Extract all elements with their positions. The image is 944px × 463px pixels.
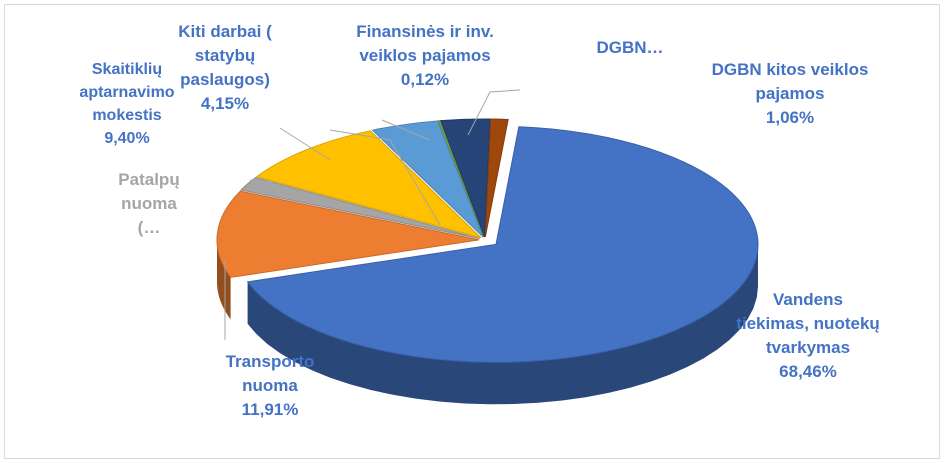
slice (239, 176, 480, 240)
slice-label: DGBN… (596, 38, 664, 57)
slice (255, 130, 482, 239)
slice (484, 118, 509, 238)
leader-lines (224, 89, 521, 340)
slice-side (247, 244, 758, 405)
slice-label: Vandens tiekimas, nuotekų tvarkymas 68,46… (736, 290, 880, 381)
slice (371, 120, 484, 238)
slice-label: Patalpų nuoma (… (118, 170, 180, 237)
pie (216, 118, 759, 405)
slice-label: Skaitiklių aptarnavimo mokestis 9,40% (79, 61, 175, 147)
slice-label: Transporto nuoma 11,91% (225, 352, 315, 419)
slice (246, 126, 759, 363)
slice (440, 118, 491, 238)
slice-label: Finansinės ir inv. veiklos pajamos 0,12% (356, 22, 494, 89)
slice-label: DGBN kitos veiklos pajamos 1,06% (711, 60, 869, 127)
slice (437, 120, 485, 238)
slice-label: Kiti darbai ( statybų paslaugos) 4,15% (178, 22, 272, 113)
slice (216, 190, 480, 278)
chart-frame (4, 4, 940, 459)
